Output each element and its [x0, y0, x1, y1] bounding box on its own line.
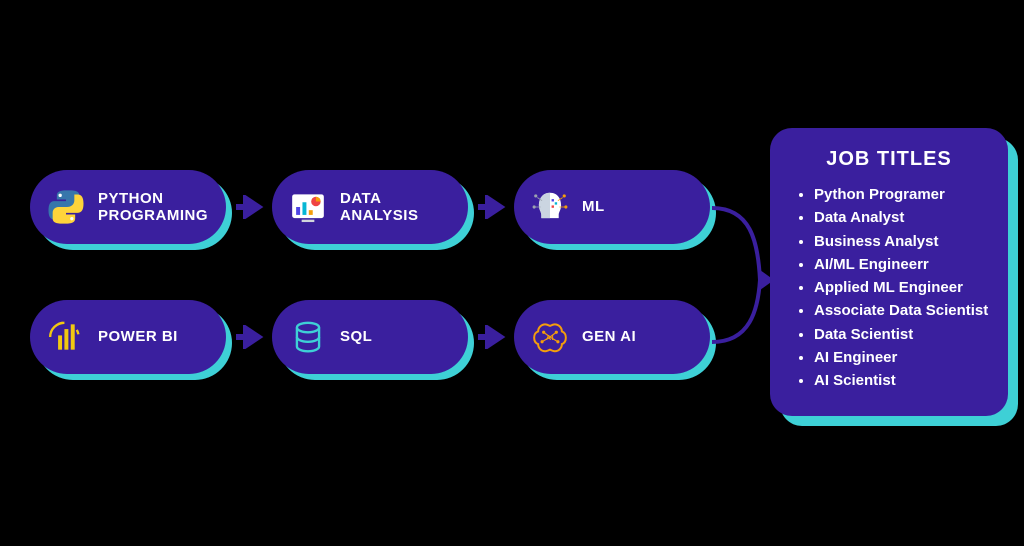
node-ml: ML	[514, 170, 710, 244]
node-data-analysis: DATA ANALYSIS	[272, 170, 468, 244]
node-python: PYTHON PROGRAMING	[30, 170, 226, 244]
genai-icon: AI	[530, 317, 570, 357]
arrow-powerbi-to-sql	[236, 325, 264, 349]
job-item: AI Scientist	[814, 369, 984, 392]
data-analysis-icon	[288, 187, 328, 227]
ml-icon	[530, 187, 570, 227]
arrow-sql-to-genai	[478, 325, 506, 349]
node-sql-label: SQL	[340, 328, 372, 345]
job-item: Python Programer	[814, 183, 984, 206]
job-item: Associate Data Scientist	[814, 299, 984, 322]
job-item: Business Analyst	[814, 230, 984, 253]
node-genai-label: GEN AI	[582, 328, 636, 345]
node-data-analysis-label: DATA ANALYSIS	[340, 190, 418, 225]
panel-list: Python Programer Data Analyst Business A…	[794, 183, 984, 392]
arrow-python-to-dataan	[236, 195, 264, 219]
job-item: AI/ML Engineerr	[814, 253, 984, 276]
job-item: Data Scientist	[814, 323, 984, 346]
node-powerbi-label: POWER BI	[98, 328, 178, 345]
panel-title: JOB TITLES	[794, 148, 984, 171]
panel-job-titles: JOB TITLES Python Programer Data Analyst…	[770, 128, 1008, 416]
node-ml-label: ML	[582, 198, 605, 215]
svg-text:AI: AI	[546, 334, 554, 342]
powerbi-icon	[46, 317, 86, 357]
arrow-dataan-to-ml	[478, 195, 506, 219]
node-powerbi: POWER BI	[30, 300, 226, 374]
job-item: Data Analyst	[814, 206, 984, 229]
sql-icon	[288, 317, 328, 357]
node-sql: SQL	[272, 300, 468, 374]
job-item: Applied ML Engineer	[814, 276, 984, 299]
node-genai: AI GEN AI	[514, 300, 710, 374]
job-item: AI Engineer	[814, 346, 984, 369]
node-python-label: PYTHON PROGRAMING	[98, 190, 208, 225]
python-icon	[46, 187, 86, 227]
